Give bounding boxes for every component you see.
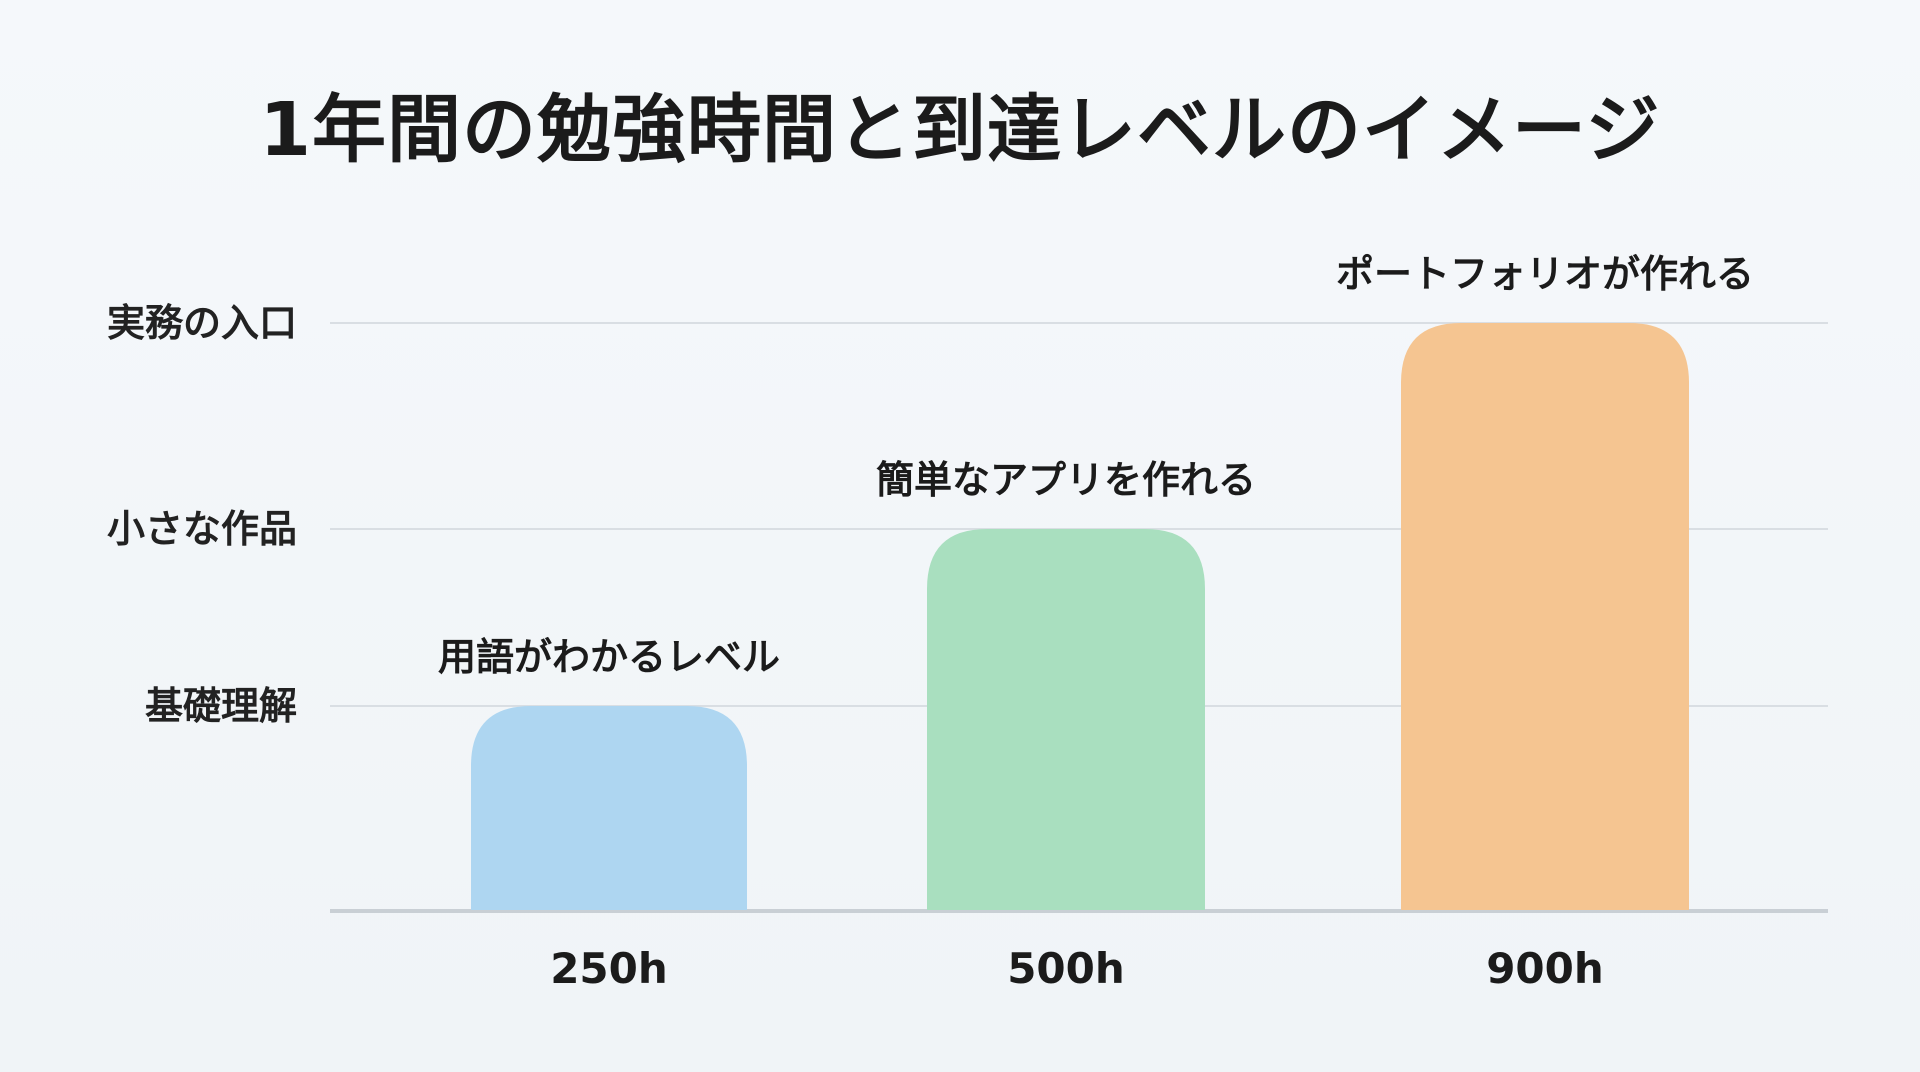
bar-500h <box>927 529 1205 910</box>
x-tick-label-900h: 900h <box>1486 944 1604 993</box>
bar-label-900h: ポートフォリオが作れる <box>1336 252 1754 296</box>
y-tick-label-2: 小さな作品 <box>107 507 297 551</box>
y-tick-label-1: 基礎理解 <box>145 684 297 728</box>
y-tick-label-3: 実務の入口 <box>107 301 297 345</box>
x-tick-label-250h: 250h <box>550 944 668 993</box>
bar-250h <box>471 706 747 910</box>
bar-900h <box>1401 323 1689 910</box>
chart-title: 1年間の勉強時間と到達レベルのイメージ <box>259 87 1661 173</box>
bar-label-500h: 簡単なアプリを作れる <box>876 458 1256 502</box>
bar-label-250h: 用語がわかるレベル <box>438 635 780 679</box>
x-tick-label-500h: 500h <box>1007 944 1125 993</box>
